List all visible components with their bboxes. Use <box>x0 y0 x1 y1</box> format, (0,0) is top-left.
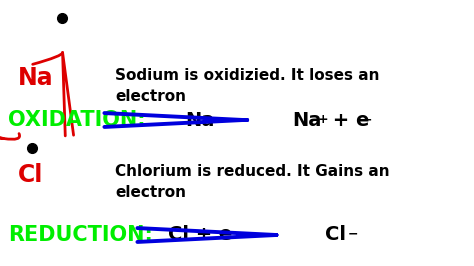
Text: Chlorium is reduced. It Gains an
electron: Chlorium is reduced. It Gains an electro… <box>115 164 390 200</box>
Text: Na: Na <box>292 110 321 130</box>
Text: Cl: Cl <box>325 226 346 244</box>
Text: Sodium is oxidizied. It loses an
electron: Sodium is oxidizied. It loses an electro… <box>115 68 380 104</box>
Text: + e: + e <box>326 110 369 130</box>
Text: Na: Na <box>18 66 54 90</box>
Text: OXIDATION:: OXIDATION: <box>8 110 146 130</box>
Text: Cl + e: Cl + e <box>168 226 232 244</box>
Text: −: − <box>348 228 358 241</box>
Text: REDUCTION:: REDUCTION: <box>8 225 153 245</box>
Text: −: − <box>218 228 228 241</box>
Text: −: − <box>362 113 373 126</box>
Text: +: + <box>318 113 328 126</box>
Text: Cl: Cl <box>18 163 44 187</box>
Text: Na: Na <box>185 110 214 130</box>
